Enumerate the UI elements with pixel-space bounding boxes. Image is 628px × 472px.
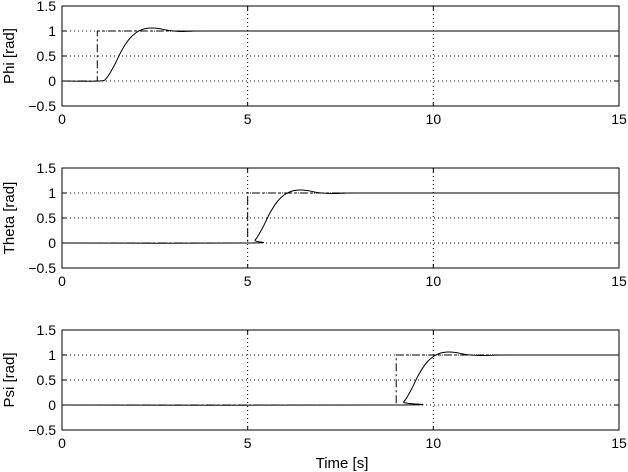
x-tick-label-theta: 15 <box>611 273 627 289</box>
x-tick-label-phi: 15 <box>611 111 627 127</box>
y-tick-label-psi: 1.5 <box>37 322 57 338</box>
x-tick-label-psi: 10 <box>426 435 442 451</box>
response-line-phi <box>61 27 620 82</box>
x-tick-label-psi: 0 <box>58 435 66 451</box>
x-tick-label-phi: 0 <box>58 111 66 127</box>
y-axis-title-phi: Phi [rad] <box>1 28 18 84</box>
x-tick-label-theta: 0 <box>58 273 66 289</box>
response-line-psi <box>61 351 620 406</box>
x-tick-label-phi: 10 <box>426 111 442 127</box>
y-tick-label-theta: 0 <box>48 235 56 251</box>
x-tick-label-psi: 15 <box>611 435 627 451</box>
plot-frame-phi <box>61 5 620 107</box>
y-tick-label-psi: 1 <box>48 347 56 363</box>
y-tick-label-psi: 0.5 <box>37 372 57 388</box>
y-tick-label-psi: −0.5 <box>28 422 56 438</box>
y-tick-label-phi: 0.5 <box>37 48 57 64</box>
y-tick-label-phi: 1 <box>48 23 56 39</box>
y-tick-label-theta: −0.5 <box>28 260 56 276</box>
reference-line-theta <box>62 192 619 244</box>
y-tick-label-phi: 1.5 <box>37 0 57 14</box>
x-tick-label-phi: 5 <box>244 111 252 127</box>
x-axis-title: Time [s] <box>316 455 369 472</box>
x-tick-label-theta: 5 <box>244 273 252 289</box>
reference-line-phi <box>62 30 619 82</box>
plot-frame-psi <box>61 329 620 431</box>
y-tick-label-theta: 1 <box>48 185 56 201</box>
y-tick-label-phi: 0 <box>48 73 56 89</box>
x-tick-label-psi: 5 <box>244 435 252 451</box>
x-tick-label-theta: 10 <box>426 273 442 289</box>
y-axis-title-theta: Theta [rad] <box>1 182 18 255</box>
plot-frame-theta <box>61 167 620 269</box>
reference-line-psi <box>62 354 619 406</box>
y-tick-label-theta: 1.5 <box>37 160 57 176</box>
y-tick-label-psi: 0 <box>48 397 56 413</box>
response-line-theta <box>61 189 620 244</box>
y-axis-title-psi: Psi [rad] <box>1 352 18 407</box>
y-tick-label-theta: 0.5 <box>37 210 57 226</box>
y-tick-label-phi: −0.5 <box>28 98 56 114</box>
